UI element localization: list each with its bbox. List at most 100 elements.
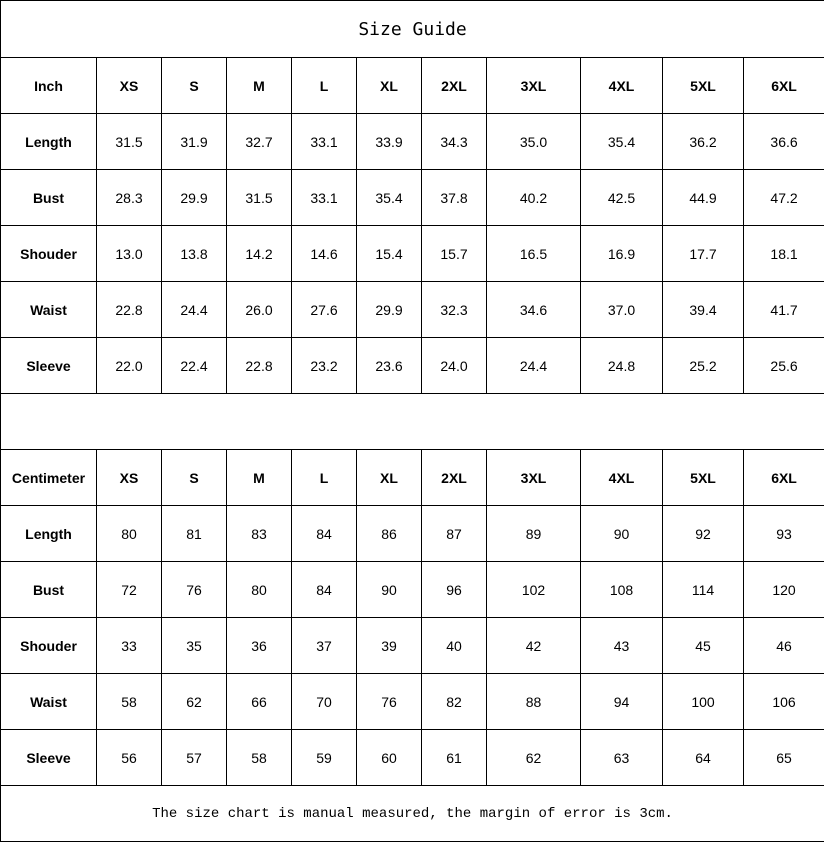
measurement-cell: 35	[161, 617, 227, 674]
measurement-cell: 84	[291, 561, 357, 618]
measurement-cell: 15.4	[356, 225, 422, 282]
table-row: Waist 22.8 24.4 26.0 27.6 29.9 32.3 34.6 37.0 39.…	[0, 281, 824, 338]
measurement-cell: 14.6	[291, 225, 357, 282]
measurement-cell: 83	[226, 505, 292, 562]
measurement-cell: 22.8	[226, 337, 292, 394]
row-label: Shouder	[0, 225, 97, 282]
measurement-cell: 31.5	[96, 113, 162, 170]
measurement-cell: 62	[486, 729, 581, 786]
measurement-cell: 42.5	[580, 169, 663, 226]
measurement-cell: 84	[291, 505, 357, 562]
table-row: Length 31.5 31.9 32.7 33.1 33.9 34.3 35.0 35.4 36…	[0, 113, 824, 170]
size-header: 3XL	[486, 449, 581, 506]
measurement-cell: 37	[291, 617, 357, 674]
measurement-cell: 35.4	[580, 113, 663, 170]
measurement-cell: 33.9	[356, 113, 422, 170]
size-header: 3XL	[486, 57, 581, 114]
measurement-cell: 41.7	[742, 281, 824, 338]
size-header: 2XL	[421, 57, 487, 114]
measurement-cell: 37.0	[580, 281, 663, 338]
size-header: 6XL	[742, 57, 824, 114]
measurement-cell: 14.2	[226, 225, 292, 282]
measurement-cell: 28.3	[96, 169, 162, 226]
measurement-cell: 47.2	[742, 169, 824, 226]
title-row: Size Guide	[0, 0, 824, 58]
measurement-cell: 24.8	[580, 337, 663, 394]
measurement-cell: 39	[356, 617, 422, 674]
measurement-cell: 35.4	[356, 169, 422, 226]
measurement-cell: 108	[580, 561, 663, 618]
table-row: Bust 28.3 29.9 31.5 33.1 35.4 37.8 40.2 42.5 44.9…	[0, 169, 824, 226]
measurement-cell: 22.0	[96, 337, 162, 394]
measurement-cell: 45	[662, 617, 744, 674]
measurement-cell: 24.4	[161, 281, 227, 338]
measurement-cell: 61	[421, 729, 487, 786]
measurement-cell: 35.0	[486, 113, 581, 170]
measurement-cell: 43	[580, 617, 663, 674]
measurement-cell: 86	[356, 505, 422, 562]
size-header: L	[291, 449, 357, 506]
size-header: 4XL	[580, 57, 663, 114]
measurement-cell: 13.0	[96, 225, 162, 282]
size-header: S	[161, 449, 227, 506]
measurement-cell: 102	[486, 561, 581, 618]
measurement-cell: 94	[580, 673, 663, 730]
measurement-cell: 22.8	[96, 281, 162, 338]
measurement-cell: 63	[580, 729, 663, 786]
measurement-cell: 25.2	[662, 337, 744, 394]
table-row: Bust 72 76 80 84 90 96 102 108 114 120	[0, 561, 824, 618]
page-title: Size Guide	[0, 0, 824, 58]
spacer-cell	[0, 393, 824, 450]
measurement-cell: 106	[742, 673, 824, 730]
measurement-cell: 24.4	[486, 337, 581, 394]
measurement-cell: 62	[161, 673, 227, 730]
measurement-cell: 29.9	[356, 281, 422, 338]
measurement-cell: 16.5	[486, 225, 581, 282]
size-header: 5XL	[662, 449, 744, 506]
measurement-cell: 40	[421, 617, 487, 674]
measurement-cell: 44.9	[662, 169, 744, 226]
size-header: 4XL	[580, 449, 663, 506]
measurement-cell: 36	[226, 617, 292, 674]
measurement-cell: 58	[96, 673, 162, 730]
measurement-cell: 25.6	[742, 337, 824, 394]
size-header: XS	[96, 449, 162, 506]
measurement-cell: 88	[486, 673, 581, 730]
row-label: Waist	[0, 673, 97, 730]
size-header: M	[226, 449, 292, 506]
row-label: Length	[0, 505, 97, 562]
measurement-cell: 57	[161, 729, 227, 786]
measurement-cell: 17.7	[662, 225, 744, 282]
measurement-cell: 31.5	[226, 169, 292, 226]
measurement-cell: 87	[421, 505, 487, 562]
size-header: XS	[96, 57, 162, 114]
measurement-cell: 58	[226, 729, 292, 786]
measurement-cell: 22.4	[161, 337, 227, 394]
measurement-cell: 120	[742, 561, 824, 618]
measurement-cell: 24.0	[421, 337, 487, 394]
measurement-cell: 93	[742, 505, 824, 562]
measurement-cell: 15.7	[421, 225, 487, 282]
size-header: 2XL	[421, 449, 487, 506]
measurement-cell: 59	[291, 729, 357, 786]
measurement-note: The size chart is manual measured, the m…	[0, 785, 824, 842]
measurement-cell: 90	[356, 561, 422, 618]
measurement-cell: 89	[486, 505, 581, 562]
table-row: Shouder 33 35 36 37 39 40 42 43 45 46	[0, 617, 824, 674]
measurement-cell: 80	[96, 505, 162, 562]
unit-header: Inch	[0, 57, 97, 114]
header-row: Inch XS S M L XL 2XL 3XL 4XL 5XL 6XL	[0, 57, 824, 114]
measurement-cell: 76	[356, 673, 422, 730]
measurement-cell: 56	[96, 729, 162, 786]
measurement-cell: 26.0	[226, 281, 292, 338]
measurement-cell: 29.9	[161, 169, 227, 226]
row-label: Sleeve	[0, 337, 97, 394]
measurement-cell: 90	[580, 505, 663, 562]
table-row: Waist 58 62 66 70 76 82 88 94 100 106	[0, 673, 824, 730]
measurement-cell: 80	[226, 561, 292, 618]
measurement-cell: 33.1	[291, 169, 357, 226]
measurement-cell: 42	[486, 617, 581, 674]
measurement-cell: 60	[356, 729, 422, 786]
measurement-cell: 96	[421, 561, 487, 618]
